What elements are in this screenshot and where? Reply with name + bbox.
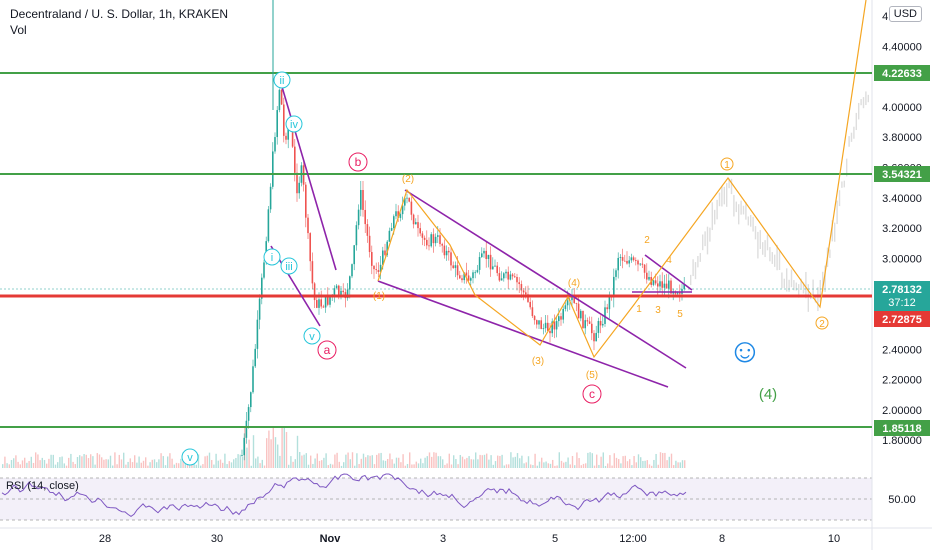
svg-text:a: a (324, 343, 331, 357)
wave-label-i: i (263, 248, 281, 266)
rsi-line (1, 473, 687, 518)
price-tick: 3.00000 (882, 253, 922, 265)
orange-circled-labels: 1 2 (720, 157, 829, 330)
svg-text:b: b (355, 155, 362, 169)
wave-label-1: 1 (636, 304, 642, 315)
red-wave-labels: a b c (317, 152, 602, 404)
wedge-lower-line[interactable] (377, 280, 669, 388)
time-tick-10: 10 (828, 533, 840, 545)
svg-text:2.72875: 2.72875 (882, 314, 922, 326)
svg-text:37:12: 37:12 (888, 297, 916, 309)
price-tick: 4.40000 (882, 41, 922, 53)
svg-text:iv: iv (290, 119, 298, 131)
price-tick: 2.40000 (882, 344, 922, 356)
level-tag-1.85118: 1.85118 (874, 420, 930, 436)
wave-label-2: 2 (644, 235, 650, 246)
svg-text:4.22633: 4.22633 (882, 68, 922, 80)
time-tick-5: 5 (552, 533, 558, 545)
price-tick: 1.80000 (882, 435, 922, 447)
wave-label-v-start: v (181, 448, 199, 466)
svg-text:v: v (309, 331, 315, 343)
svg-text:2: 2 (819, 319, 825, 330)
svg-text:c: c (589, 387, 595, 401)
orange-wave-path[interactable] (377, 0, 867, 359)
svg-text:iii: iii (285, 261, 292, 273)
orange-minor-labels: (1) (2) (3) (4) (5) (373, 174, 598, 381)
wave-label-(1): (1) (373, 291, 385, 302)
price-tick: 3.20000 (882, 223, 922, 235)
wave-label-green-(4): (4) (759, 386, 777, 403)
wave-label-4: 4 (666, 255, 672, 266)
wave-label-ii: ii (273, 71, 291, 89)
time-axis[interactable]: 28 30 Nov 3 5 12:00 8 10 (99, 533, 840, 545)
wave-label-(5): (5) (586, 370, 598, 381)
wave-label-b: b (348, 152, 368, 172)
rsi-label: RSI (14, close) (6, 480, 79, 492)
wedge-upper-line[interactable] (404, 189, 687, 369)
price-tick: 3.80000 (882, 132, 922, 144)
orange-small-labels: 1 2 3 4 5 (636, 235, 683, 320)
symbol-title[interactable]: Decentraland / U. S. Dollar, 1h, KRAKEN (10, 7, 229, 21)
rsi-axis-tick: 50.00 (888, 494, 916, 506)
svg-text:3.54321: 3.54321 (882, 169, 922, 181)
price-tick: 3.40000 (882, 193, 922, 205)
wave-label-circled-2: 2 (815, 316, 829, 330)
svg-text:1: 1 (724, 160, 730, 171)
wave-label-iv: iv (285, 115, 303, 133)
price-tick: 4.00000 (882, 102, 922, 114)
price-tick: 2.20000 (882, 375, 922, 387)
wave-label-circled-1: 1 (720, 157, 734, 171)
wave-label-(4): (4) (568, 278, 580, 289)
time-tick-1200: 12:00 (619, 533, 647, 545)
wave-label-v: v (303, 327, 321, 345)
price-tick: 2.00000 (882, 405, 922, 417)
time-tick-3: 3 (440, 533, 446, 545)
wave-label-(3): (3) (532, 356, 544, 367)
volume-indicator-label[interactable]: Vol (10, 23, 27, 37)
wave-label-iii: iii (280, 257, 298, 275)
svg-text:1.85118: 1.85118 (882, 423, 921, 435)
last-price-tag: 2.78132 37:12 (874, 281, 930, 311)
time-tick-28: 28 (99, 533, 111, 545)
wave-label-3: 3 (655, 305, 661, 316)
time-tick-30: 30 (211, 533, 223, 545)
level-tag-3.54321: 3.54321 (874, 166, 930, 182)
wave-label-c: c (582, 384, 602, 404)
currency-button[interactable]: USD (888, 6, 922, 22)
rsi-band (0, 478, 872, 520)
smiley-icon: ☺ (728, 332, 763, 370)
svg-text:i: i (271, 252, 273, 264)
purple-line-impulse[interactable] (279, 79, 337, 271)
level-tag-4.22633: 4.22633 (874, 65, 930, 81)
time-tick-nov: Nov (320, 533, 342, 545)
chart-header: Decentraland / U. S. Dollar, 1h, KRAKEN … (10, 6, 228, 38)
wave-label-(2): (2) (402, 174, 414, 185)
svg-text:ii: ii (280, 75, 285, 87)
svg-text:2.78132: 2.78132 (882, 284, 922, 296)
time-tick-8: 8 (719, 533, 725, 545)
wave-label-5: 5 (677, 309, 683, 320)
wave-label-a: a (317, 340, 337, 360)
cyan-wave-labels: i ii iii iv v v (181, 71, 321, 466)
triangle-upper-line[interactable] (644, 254, 693, 291)
level-tag-2.72875: 2.72875 (874, 311, 930, 327)
svg-text:v: v (187, 452, 193, 464)
